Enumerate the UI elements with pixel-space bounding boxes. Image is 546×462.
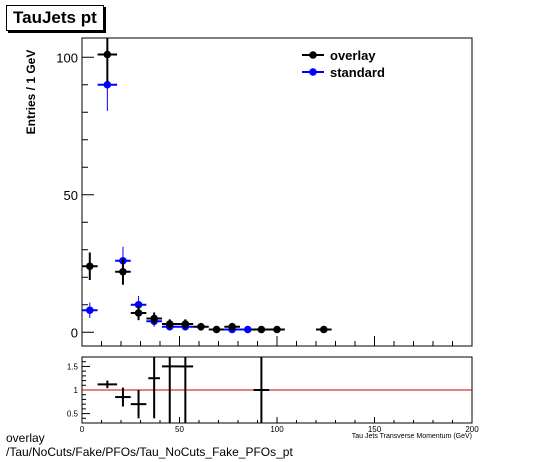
y-axis-title: Entries / 1 GeV [24,50,38,135]
legend-marker-overlay [309,51,317,59]
overlay-point [228,322,236,331]
main-plot-frame [81,37,473,347]
main-plot-panel: 0 50 100 Entries / 1 GeV overlay standard [24,37,473,347]
standard-point [103,80,112,89]
overlay-point [134,309,143,317]
overlay-point [212,325,221,334]
standard-point [243,325,252,334]
legend-marker-standard [309,68,317,76]
legend-label-standard: standard [330,65,385,80]
ratio-x-tick-label: 0 [80,425,85,434]
y-tick-label: 50 [64,188,78,203]
overlay-point [181,320,190,328]
standard-point [86,306,94,315]
legend-label-overlay: overlay [330,48,376,63]
y-tick-label: 100 [56,50,78,65]
series-standard [82,58,256,334]
ratio-x-tick-label: 200 [465,425,479,434]
ratio-x-tick-label: 100 [270,425,284,434]
series-overlay [82,38,332,334]
ratio-x-tick-label: 150 [368,425,382,434]
overlay-point [119,267,127,276]
overlay-point [257,325,266,334]
overlay-point [103,50,112,59]
overlay-point [165,320,174,328]
overlay-point [197,322,205,331]
chart-title: TauJets pt [6,5,104,31]
ratio-y-tick-label: 1.5 [67,362,79,371]
overlay-point [320,325,328,334]
footer-path: /Tau/NoCuts/Fake/PFOs/Tau_NoCuts_Fake_PF… [6,445,293,459]
footer-label: overlay [6,431,45,445]
ratio-y-tick-label: 1 [74,386,79,395]
ratio-y-tick-label: 0.5 [67,410,79,419]
x-axis-title: Tau Jets Transverse Momentum (GeV) [352,433,472,440]
y-tick-label: 0 [71,325,78,340]
legend: overlay standard [302,48,385,80]
standard-point [134,300,143,309]
overlay-point [273,325,281,334]
overlay-point [150,314,158,323]
ratio-series [97,357,270,423]
overlay-point [86,262,94,271]
ratio-x-tick-label: 50 [175,425,184,434]
